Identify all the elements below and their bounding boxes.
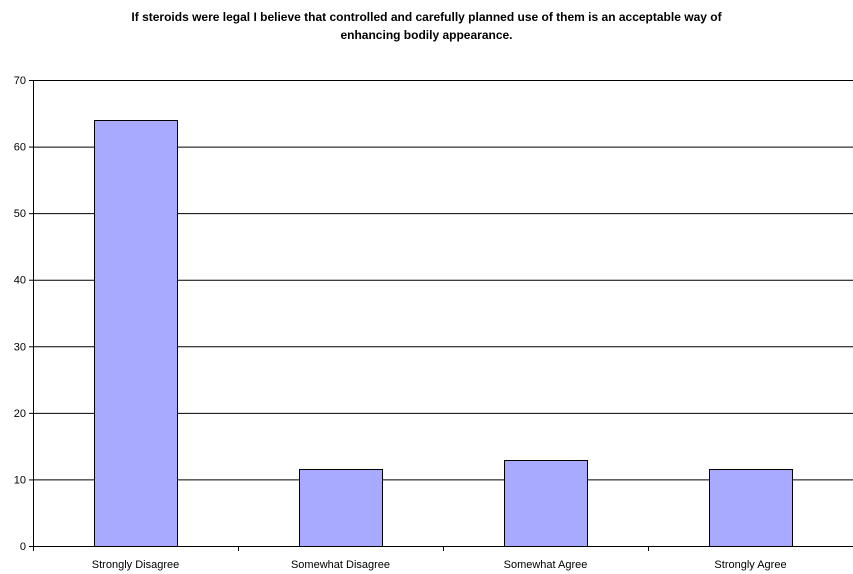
bar-somewhat-agree [504,460,588,547]
y-tick-label: 30 [14,341,26,353]
y-tick-label: 70 [14,75,26,87]
bars [94,120,793,547]
bar-somewhat-disagree [299,469,383,547]
y-tick-label: 0 [20,541,26,553]
y-tick-label: 20 [14,408,26,420]
tick-labels: 0 10 20 30 40 50 60 70 Strongly Disagree Somewhat… [14,75,787,571]
chart-title: If steroids were legal I believe that co… [131,10,722,42]
y-tick-label: 50 [14,208,26,220]
y-tick-label: 40 [14,275,26,287]
x-tick-label: Strongly Disagree [92,559,179,571]
x-tick-label: Somewhat Disagree [291,559,390,571]
y-tick-label: 10 [14,474,26,486]
x-tick-label: Somewhat Agree [504,559,588,571]
bar-strongly-disagree [94,120,178,547]
y-tick-label: 60 [14,142,26,154]
x-tick-label: Strongly Agree [714,559,786,571]
bar-strongly-agree [709,469,793,547]
axes [29,80,853,551]
